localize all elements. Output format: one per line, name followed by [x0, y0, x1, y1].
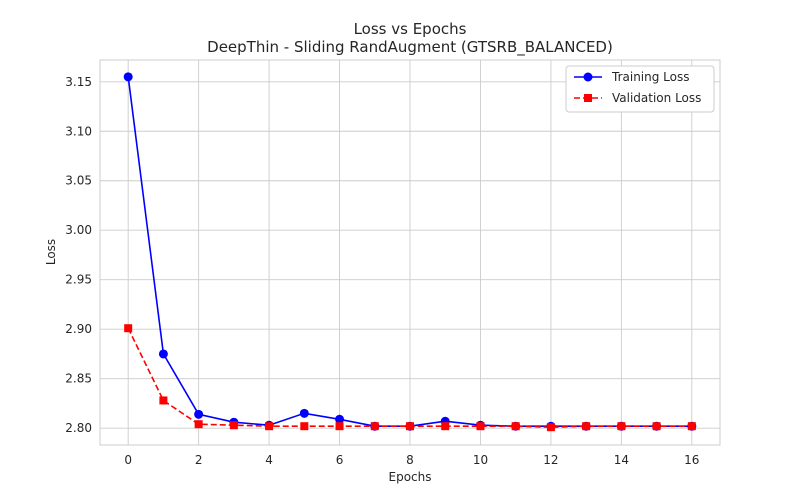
y-tick-label: 3.00 — [65, 223, 92, 237]
x-tick-label: 12 — [543, 453, 558, 467]
series-layer — [123, 72, 697, 432]
data-point-training — [158, 349, 168, 359]
x-tick-label: 6 — [336, 453, 344, 467]
y-tick-label: 2.85 — [65, 372, 92, 386]
chart-title: Loss vs Epochs — [354, 20, 467, 38]
x-axis-ticks: 0 2 4 6 8 10 12 14 16 — [124, 453, 699, 467]
x-tick-label: 16 — [684, 453, 699, 467]
y-tick-label: 2.80 — [65, 421, 92, 435]
data-point-validation — [546, 423, 555, 432]
data-point-training — [299, 408, 309, 418]
data-point-validation — [617, 422, 626, 431]
legend-marker-validation — [584, 94, 592, 102]
x-tick-label: 4 — [265, 453, 273, 467]
x-tick-label: 10 — [473, 453, 488, 467]
legend-label-validation: Validation Loss — [612, 91, 701, 105]
legend-label-training: Training Loss — [611, 70, 689, 84]
data-point-validation — [194, 420, 203, 429]
data-point-validation — [652, 422, 661, 431]
data-point-validation — [124, 324, 133, 333]
data-point-validation — [300, 422, 309, 431]
data-point-training — [194, 409, 204, 419]
y-tick-label: 3.10 — [65, 124, 92, 138]
legend-box — [565, 65, 715, 113]
plot-area-frame — [99, 59, 721, 446]
data-point-validation — [582, 422, 591, 431]
x-axis-label: Epochs — [389, 470, 432, 484]
data-point-validation — [687, 422, 696, 431]
y-tick-label: 3.05 — [65, 174, 92, 188]
y-axis-ticks: 2.80 2.85 2.90 2.95 3.00 3.05 3.10 3.15 — [65, 75, 92, 435]
grid-lines — [100, 60, 720, 445]
data-point-validation — [370, 422, 379, 431]
legend: Training Loss Validation Loss — [565, 65, 715, 113]
data-point-validation — [476, 422, 485, 431]
y-tick-label: 2.90 — [65, 322, 92, 336]
chart-subtitle: DeepThin - Sliding RandAugment (GTSRB_BA… — [207, 38, 613, 57]
x-tick-label: 2 — [195, 453, 203, 467]
y-tick-label: 3.15 — [65, 75, 92, 89]
data-point-training — [123, 72, 133, 82]
data-point-validation — [335, 422, 344, 431]
y-axis-label: Loss — [44, 239, 58, 265]
data-point-validation — [406, 422, 414, 431]
x-tick-label: 14 — [614, 453, 629, 467]
legend-marker-training — [583, 72, 593, 82]
x-tick-label: 0 — [124, 453, 132, 467]
data-point-validation — [229, 421, 238, 430]
data-point-validation — [159, 396, 168, 405]
data-point-validation — [441, 422, 450, 431]
data-point-training — [335, 414, 345, 424]
x-tick-label: 8 — [406, 453, 414, 467]
y-tick-label: 2.95 — [65, 273, 92, 287]
data-point-validation — [511, 422, 520, 431]
data-point-validation — [265, 422, 274, 431]
